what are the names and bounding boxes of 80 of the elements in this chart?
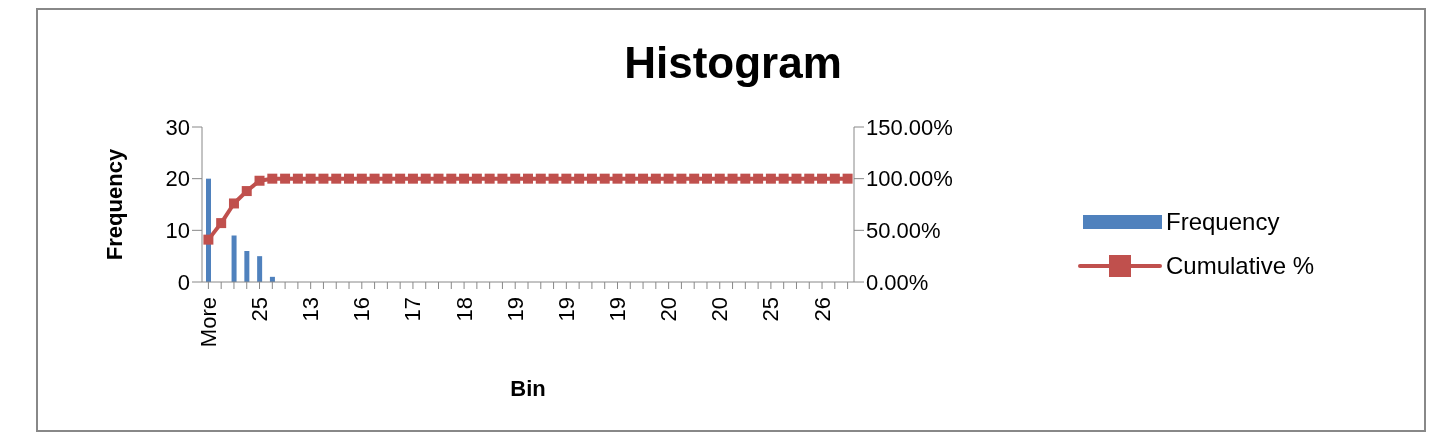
x-tick-label: 20 (707, 297, 733, 322)
point (612, 173, 623, 184)
point (638, 173, 649, 184)
point (663, 173, 674, 184)
point (344, 173, 355, 184)
point (420, 173, 431, 184)
x-tick-label: 19 (553, 297, 579, 322)
point (497, 173, 508, 184)
point (523, 173, 533, 184)
point (446, 173, 457, 184)
point (548, 173, 559, 184)
legend-label: Cumulative % (1166, 252, 1315, 280)
x-tick-label: 25 (247, 297, 273, 322)
point (471, 173, 482, 184)
bar (244, 251, 250, 282)
point (305, 173, 316, 184)
y-tick-label: 20 (165, 166, 190, 192)
bar (257, 256, 263, 282)
x-tick-label: 13 (298, 297, 324, 322)
point (356, 173, 367, 184)
point (203, 234, 214, 245)
point (292, 173, 303, 184)
x-tick-label: 25 (758, 297, 784, 322)
point (280, 173, 291, 184)
point (817, 173, 828, 184)
x-tick-label: More (195, 297, 221, 348)
y2-tick-label: 150.00% (866, 114, 953, 140)
point (778, 173, 789, 184)
point (625, 173, 636, 184)
point (676, 173, 687, 184)
x-tick-label: 16 (349, 297, 375, 322)
point (842, 173, 853, 184)
point (331, 173, 342, 184)
point (586, 173, 597, 184)
x-tick-label: 18 (451, 297, 477, 322)
point (433, 173, 444, 184)
point (829, 173, 840, 184)
point (382, 173, 393, 184)
chart-title: Histogram (623, 38, 843, 88)
y2-tick-label: 100.00% (866, 166, 953, 192)
point (701, 173, 712, 184)
point (484, 173, 495, 184)
point (228, 198, 239, 209)
point (740, 173, 751, 184)
point (804, 173, 815, 184)
point (254, 175, 265, 186)
x-tick-label: 17 (400, 297, 426, 322)
y-tick-label: 30 (165, 114, 190, 140)
point (650, 173, 661, 184)
x-tick-label: 26 (809, 297, 835, 322)
point (395, 173, 406, 184)
point (689, 173, 700, 184)
point (535, 173, 546, 184)
y-axis-title: Frequency (101, 148, 127, 261)
point (459, 173, 470, 184)
y2-tick-label: 50.00% (866, 218, 941, 244)
point (574, 173, 585, 184)
point (765, 173, 776, 184)
point (318, 173, 329, 184)
point (791, 173, 802, 184)
x-tick-label: 20 (656, 297, 682, 322)
x-tick-label: 19 (502, 297, 528, 322)
point (241, 186, 252, 197)
y-tick-label: 0 (177, 269, 190, 295)
bar (231, 235, 237, 282)
point (599, 173, 610, 184)
point (267, 173, 278, 184)
y2-tick-label: 0.00% (866, 269, 929, 295)
point (510, 173, 521, 184)
x-axis-title: Bin (510, 376, 546, 401)
point (561, 173, 572, 184)
legend-label: Frequency (1166, 208, 1280, 236)
point (407, 173, 418, 184)
point (369, 173, 380, 184)
point (216, 218, 227, 229)
point (714, 173, 725, 184)
x-tick-label: 19 (604, 297, 630, 322)
y-tick-label: 10 (165, 218, 190, 244)
point (727, 173, 738, 184)
point (753, 173, 764, 184)
